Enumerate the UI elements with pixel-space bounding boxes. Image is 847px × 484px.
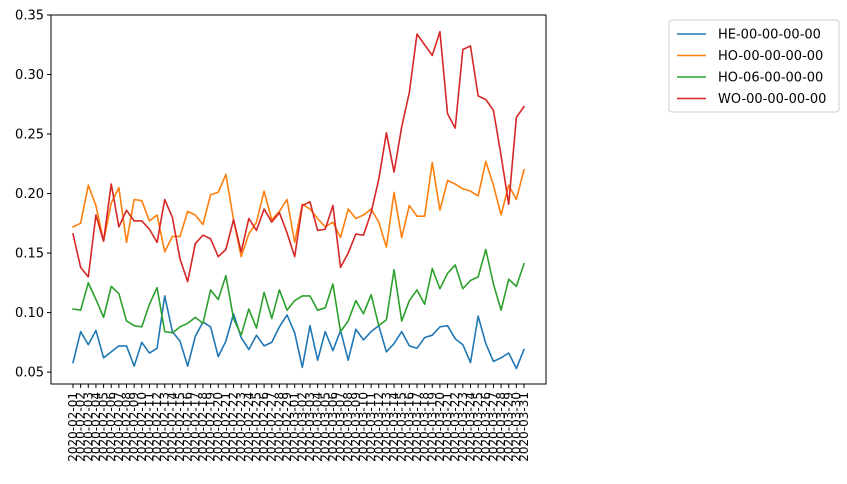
y-axis: 0.05 0.10 0.15 0.20 0.25 0.30 0.35 <box>15 9 51 381</box>
legend: HE-00-00-00-00 HO-00-00-00-00 HO-06-00-00-… <box>668 19 840 113</box>
x-tick-label: 2020-03-06 <box>326 392 340 462</box>
x-tick-label: 2020-03-04 <box>311 392 325 462</box>
x-tick-label: 2020-03-23 <box>456 392 470 462</box>
x-tick-label: 2020-02-19 <box>204 392 218 462</box>
series-line-wo-00-00-00-00 <box>72 30 526 283</box>
x-tick-label: 2020-03-21 <box>441 392 455 462</box>
x-tick-label: 2020-03-28 <box>494 392 508 462</box>
y-tick-label: 0.25 <box>15 128 44 143</box>
axes-frame <box>50 14 547 385</box>
x-tick-label: 2020-02-06 <box>104 392 118 462</box>
x-tick-label: 2020-03-07 <box>334 392 348 462</box>
x-tick-label: 2020-02-21 <box>219 392 233 462</box>
x-tick-label: 2020-03-13 <box>379 392 393 462</box>
x-tick-label: 2020-02-23 <box>234 392 248 462</box>
legend-frame <box>668 19 840 113</box>
x-tick-label: 2020-02-29 <box>280 392 294 462</box>
x-tick-label: 2020-02-13 <box>158 392 172 462</box>
x-tick-label: 2020-02-10 <box>135 392 149 462</box>
x-tick-label: 2020-02-14 <box>165 392 179 462</box>
x-axis: 2020-02-012020-02-022020-02-032020-02-04… <box>66 384 531 462</box>
x-tick-label: 2020-03-31 <box>517 392 531 462</box>
x-tick-label: 2020-03-30 <box>509 392 523 462</box>
x-tick-label: 2020-02-04 <box>89 392 103 462</box>
plot-area: 0.050.100.150.200.250.300.35 2020-02-012… <box>15 9 547 462</box>
x-tick-label: 2020-02-17 <box>188 392 202 462</box>
x-tick-label: 2020-02-16 <box>181 392 195 462</box>
x-tick-label: 2020-03-16 <box>402 392 416 462</box>
x-tick-label: 2020-02-05 <box>97 392 111 462</box>
x-tick-label: 2020-03-10 <box>356 392 370 462</box>
legend-label: WO-00-00-00-00 <box>718 92 826 107</box>
x-tick-label: 2020-03-09 <box>349 392 363 462</box>
x-tick-label: 2020-03-17 <box>410 392 424 462</box>
x-tick-label: 2020-02-03 <box>81 392 95 462</box>
x-tick-label: 2020-03-01 <box>288 392 302 462</box>
x-tick-label: 2020-02-01 <box>66 392 80 462</box>
x-tick-label: 2020-03-25 <box>471 392 485 462</box>
x-tick-label: 2020-03-15 <box>395 392 409 462</box>
x-tick-label: 2020-03-19 <box>425 392 439 462</box>
y-tick-label: 0.20 <box>15 187 44 202</box>
x-tick-label: 2020-02-20 <box>211 392 225 462</box>
x-tick-label: 2020-02-09 <box>127 392 141 462</box>
y-tick-label: 0.35 <box>15 9 44 24</box>
x-tick-label: 2020-03-11 <box>364 392 378 462</box>
x-tick-label: 2020-02-02 <box>74 392 88 462</box>
x-tick-label: 2020-02-22 <box>227 392 241 462</box>
x-tick-label: 2020-03-14 <box>387 392 401 462</box>
x-tick-label: 2020-03-02 <box>295 392 309 462</box>
y-tick-label: 0.05 <box>15 366 44 381</box>
x-tick-label: 2020-02-27 <box>265 392 279 462</box>
x-tick-label: 2020-02-08 <box>120 392 134 462</box>
x-tick-label: 2020-03-24 <box>463 392 477 462</box>
series-layer <box>71 30 526 370</box>
x-tick-label: 2020-02-24 <box>242 392 256 462</box>
x-tick-label: 2020-03-20 <box>433 392 447 462</box>
x-tick-label: 2020-03-29 <box>502 392 516 462</box>
x-tick-label: 2020-03-27 <box>486 392 500 462</box>
x-tick-label: 2020-03-08 <box>341 392 355 462</box>
y-tick-label: 0.15 <box>15 247 44 262</box>
x-tick-label: 2020-02-07 <box>112 392 126 462</box>
legend-label: HO-00-00-00-00 <box>718 49 823 64</box>
x-tick-label: 2020-02-26 <box>257 392 271 462</box>
legend-label: HE-00-00-00-00 <box>718 28 821 43</box>
legend-label: HO-06-00-00-00 <box>718 71 823 86</box>
x-tick-label: 2020-02-25 <box>249 392 263 462</box>
x-tick-label: 2020-03-22 <box>448 392 462 462</box>
x-tick-label: 2020-03-03 <box>303 392 317 462</box>
x-tick-label: 2020-02-18 <box>196 392 210 462</box>
series-line-ho-00-00-00-00 <box>71 160 525 258</box>
series-line-he-00-00-00-00 <box>72 295 526 370</box>
x-tick-label: 2020-03-12 <box>372 392 386 462</box>
x-tick-label: 2020-02-12 <box>150 392 164 462</box>
y-tick-label: 0.30 <box>15 68 44 83</box>
x-tick-label: 2020-03-05 <box>318 392 332 462</box>
x-tick-label: 2020-02-15 <box>173 392 187 462</box>
x-tick-label: 2020-03-26 <box>479 392 493 462</box>
x-tick-label: 2020-02-28 <box>272 392 286 462</box>
y-tick-label: 0.10 <box>15 306 44 321</box>
series-line-ho-06-00-00-00 <box>72 248 526 337</box>
x-tick-label: 2020-02-11 <box>142 392 156 462</box>
x-tick-label: 2020-03-18 <box>418 392 432 462</box>
